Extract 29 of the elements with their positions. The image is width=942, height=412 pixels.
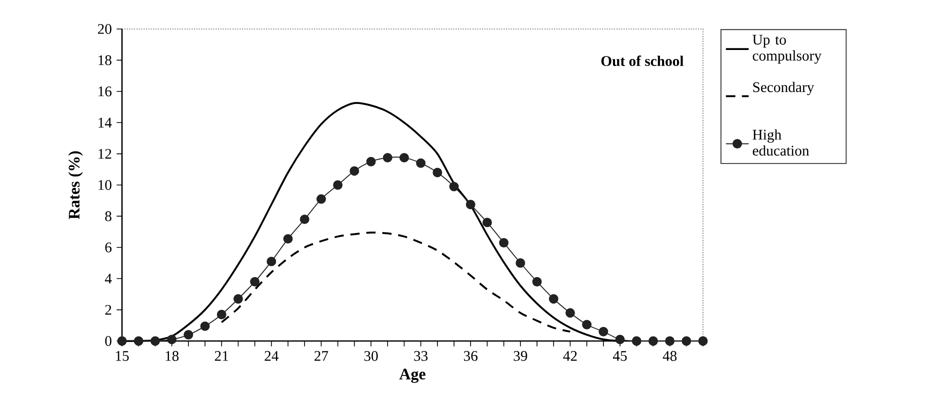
y-tick-label: 0 <box>105 336 112 346</box>
y-tick-label: 2 <box>105 304 112 315</box>
y-tick-label: 14 <box>98 118 112 128</box>
x-tick-label: 39 <box>514 351 528 361</box>
x-tick-label: 33 <box>414 351 428 361</box>
annotation: Out of school <box>601 56 684 66</box>
y-tick-label: 16 <box>98 86 112 96</box>
x-tick-label: 36 <box>464 351 478 361</box>
x-tick-label: 21 <box>214 351 228 361</box>
y-tick-label: 4 <box>104 274 112 284</box>
x-tick-label: 27 <box>314 351 328 361</box>
x-tick-label: 45 <box>612 351 627 361</box>
y-tick-label: 8 <box>105 211 112 222</box>
x-tick-label: 48 <box>662 351 677 361</box>
legend-label: Up to compulsory <box>752 34 822 64</box>
x-tick-label: 30 <box>364 351 378 361</box>
x-tick-label: 18 <box>166 351 179 361</box>
y-tick-label: 18 <box>98 55 112 66</box>
legend-label: Secondary <box>753 82 814 96</box>
y-tick-label: 20 <box>98 24 112 34</box>
x-tick-label: 24 <box>264 351 279 361</box>
x-tick-label: 42 <box>563 351 577 361</box>
y-axis-title: Rates (%) <box>68 151 83 220</box>
legend-label: High education <box>752 129 810 156</box>
y-tick-label: 6 <box>105 242 112 252</box>
x-axis-title: Age <box>399 368 426 383</box>
x-tick-label: 15 <box>116 351 129 361</box>
y-tick-label: 10 <box>98 180 112 190</box>
y-tick-label: 12 <box>98 148 112 159</box>
